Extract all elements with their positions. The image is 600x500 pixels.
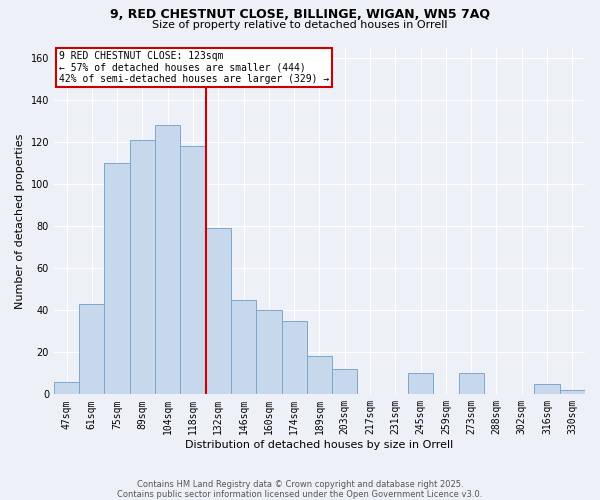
Y-axis label: Number of detached properties: Number of detached properties (15, 133, 25, 308)
Bar (130, 140, 155, 394)
Text: 9 RED CHESTNUT CLOSE: 123sqm
← 57% of detached houses are smaller (444)
42% of s: 9 RED CHESTNUT CLOSE: 123sqm ← 57% of de… (59, 51, 329, 84)
Bar (181, 146, 206, 394)
Bar (54, 382, 79, 394)
Bar (307, 356, 332, 395)
Bar (281, 321, 307, 394)
Text: Contains HM Land Registry data © Crown copyright and database right 2025.
Contai: Contains HM Land Registry data © Crown c… (118, 480, 482, 499)
Bar (408, 374, 433, 394)
Bar (560, 390, 585, 394)
Bar (535, 384, 560, 394)
Text: 9, RED CHESTNUT CLOSE, BILLINGE, WIGAN, WN5 7AQ: 9, RED CHESTNUT CLOSE, BILLINGE, WIGAN, … (110, 8, 490, 20)
Bar (231, 300, 256, 394)
Bar (332, 369, 358, 394)
Text: Size of property relative to detached houses in Orrell: Size of property relative to detached ho… (152, 20, 448, 30)
Bar (206, 228, 231, 394)
Bar (155, 126, 181, 394)
Bar (104, 163, 130, 394)
Bar (458, 374, 484, 394)
Bar (79, 304, 104, 394)
Bar (256, 310, 281, 394)
X-axis label: Distribution of detached houses by size in Orrell: Distribution of detached houses by size … (185, 440, 454, 450)
